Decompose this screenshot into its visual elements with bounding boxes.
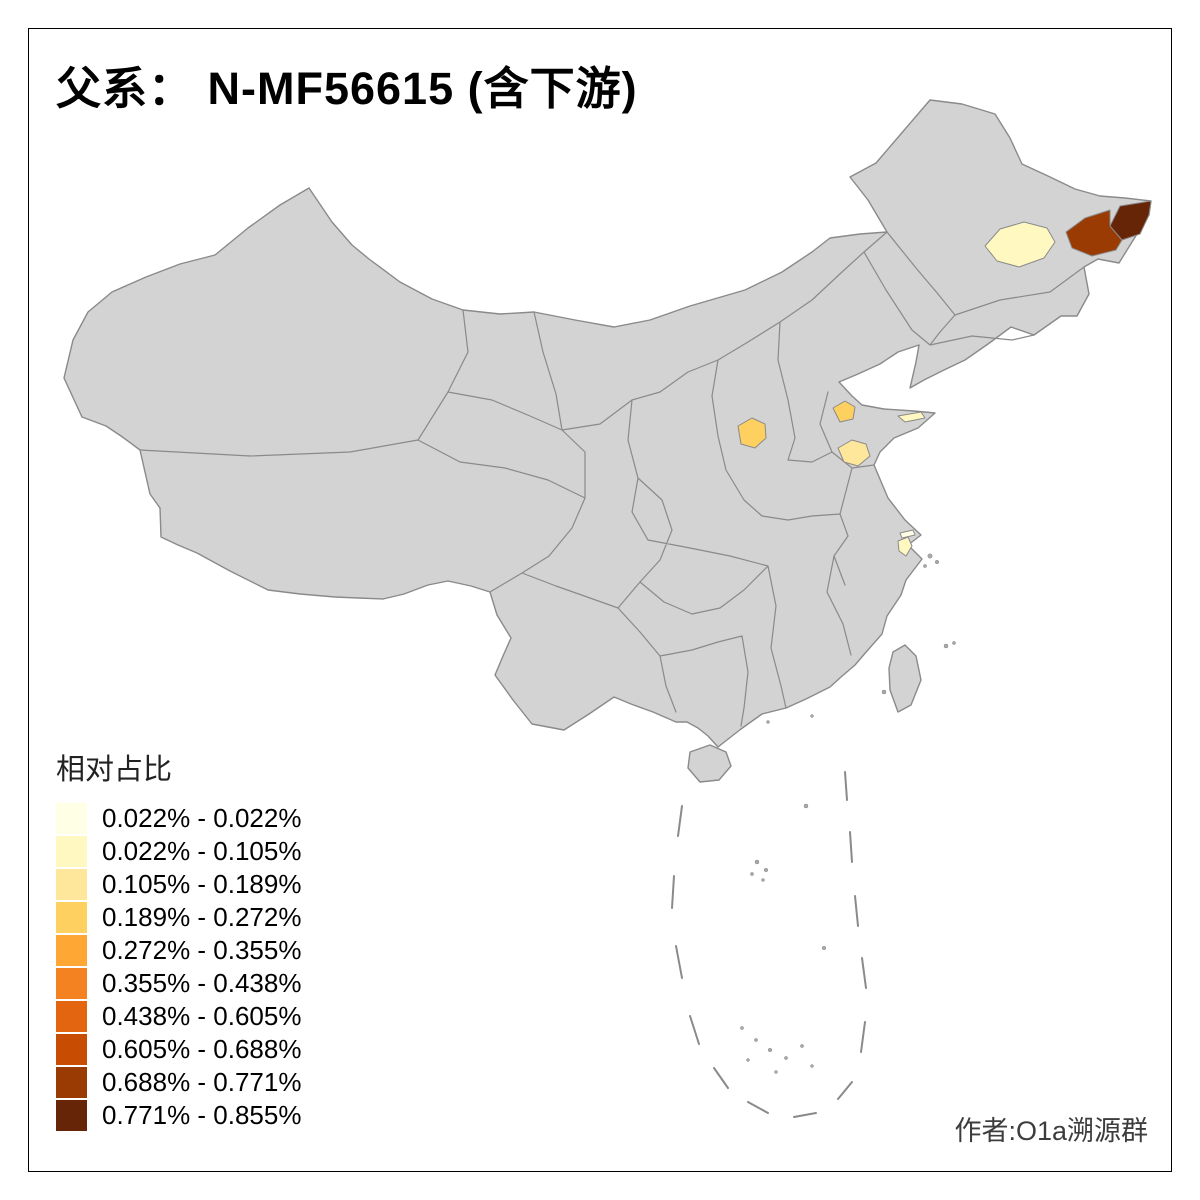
legend-swatch [56,1034,87,1065]
legend-label: 0.438% - 0.605% [102,1001,302,1031]
legend-swatch [56,968,87,999]
region-shandong-southwest [837,439,871,467]
page-title: 父系： N-MF56615 (含下游) [56,63,638,114]
small-islands [740,553,956,1074]
legend-item: 0.605% - 0.688% [56,1033,301,1066]
legend-label: 0.105% - 0.189% [102,869,302,899]
legend-swatch [56,1100,87,1131]
legend-item: 0.355% - 0.438% [56,967,301,1000]
legend-item: 0.022% - 0.022% [56,802,301,835]
legend-item: 0.022% - 0.105% [56,835,301,868]
legend-label: 0.355% - 0.438% [102,968,302,998]
legend-label: 0.022% - 0.105% [102,836,302,866]
region-chongming [899,529,916,539]
hainan-island [687,744,732,783]
legend-item: 0.438% - 0.605% [56,1000,301,1033]
legend-label: 0.272% - 0.355% [102,935,302,965]
region-shandong-west [832,400,856,423]
province-borders [139,231,1085,727]
legend-item: 0.688% - 0.771% [56,1066,301,1099]
legend-items: 0.022% - 0.022% 0.022% - 0.105% 0.105% - 0… [56,802,301,1132]
legend-item: 0.771% - 0.855% [56,1099,301,1132]
region-shandong-peninsula-coast [897,411,926,423]
legend-label: 0.771% - 0.855% [102,1100,302,1130]
legend-swatch [56,836,87,867]
china-mainland [63,99,1152,748]
legend-item: 0.105% - 0.189% [56,868,301,901]
legend-label: 0.605% - 0.688% [102,1034,302,1064]
highlighted-regions [737,200,1152,557]
legend-label: 0.688% - 0.771% [102,1067,302,1097]
region-henan-north [737,417,767,449]
region-heilongjiang-east-tip [1109,200,1152,241]
legend-swatch [56,935,87,966]
legend-item: 0.272% - 0.355% [56,934,301,967]
legend-swatch [56,1067,87,1098]
legend: 相对占比 0.022% - 0.022% 0.022% - 0.105% 0.105… [56,746,301,1132]
legend-swatch [56,1001,87,1032]
region-shanghai [897,536,913,557]
region-heilongjiang-central [984,221,1056,268]
taiwan-island [888,644,922,713]
nine-dash-line [671,771,867,1118]
legend-item: 0.189% - 0.272% [56,901,301,934]
legend-swatch [56,869,87,900]
legend-title: 相对占比 [56,754,173,786]
legend-label: 0.189% - 0.272% [102,902,302,932]
legend-label: 0.022% - 0.022% [102,803,302,833]
legend-swatch [56,902,87,933]
legend-swatch [56,803,87,834]
attribution: 作者:O1a溯源群 [954,1116,1148,1146]
